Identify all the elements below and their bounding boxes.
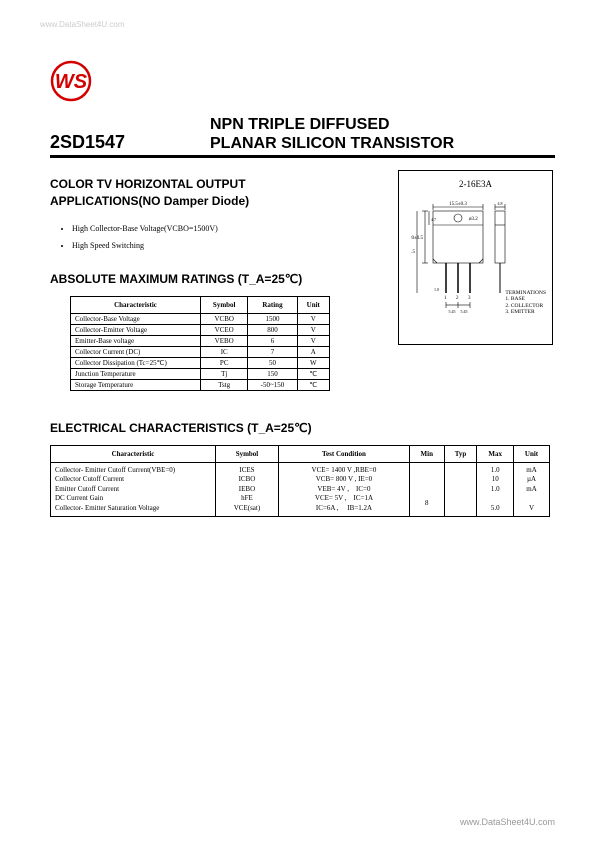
svg-text:1: 1 <box>444 296 447 301</box>
table-cell: ICES ICBO IEBO hFE VCE(sat) <box>216 462 279 516</box>
package-outline: 2-16E3A 15.5±0.3 ø3.2 20±0.5 <box>398 170 553 345</box>
title-line2: PLANAR SILICON TRANSISTOR <box>210 134 555 153</box>
table-cell: Collector-Base Voltage <box>71 313 201 324</box>
table-cell: V <box>297 335 329 346</box>
col-characteristic: Characteristic <box>51 445 216 462</box>
table-cell: 7 <box>248 346 297 357</box>
table-cell: Collector- Emitter Cutoff Current(VBE=0)… <box>51 462 216 516</box>
watermark-bottom: www.DataSheet4U.com <box>460 817 555 827</box>
table-cell: Emitter-Base voltage <box>71 335 201 346</box>
table-cell: Tstg <box>201 379 248 390</box>
electrical-table: Characteristic Symbol Test Condition Min… <box>50 445 550 517</box>
part-number: 2SD1547 <box>50 132 170 153</box>
table-cell: 8 <box>409 462 444 516</box>
table-cell: VEBO <box>201 335 248 346</box>
table-cell: 1500 <box>248 313 297 324</box>
feature-list: High Collector-Base Voltage(VCBO=1500V) … <box>50 224 370 250</box>
svg-text:WS: WS <box>55 71 88 93</box>
ratings-table: Characteristic Symbol Rating Unit Collec… <box>70 296 330 391</box>
table-row: Emitter-Base voltageVEBO6V <box>71 335 330 346</box>
svg-text:15.5±0.3: 15.5±0.3 <box>449 202 467 207</box>
col-symbol: Symbol <box>201 296 248 313</box>
svg-text:2: 2 <box>456 296 459 301</box>
table-cell: 50 <box>248 357 297 368</box>
table-cell: Junction Temperature <box>71 368 201 379</box>
svg-text:5.45: 5.45 <box>448 309 455 314</box>
svg-text:4.8: 4.8 <box>497 201 502 206</box>
col-typ: Typ <box>444 445 477 462</box>
app-heading-line2: APPLICATIONS(NO Damper Diode) <box>50 193 370 210</box>
table-cell: Collector Current (DC) <box>71 346 201 357</box>
svg-text:3: 3 <box>468 296 471 301</box>
col-min: Min <box>409 445 444 462</box>
table-cell: V <box>297 324 329 335</box>
table-cell: W <box>297 357 329 368</box>
feature-item: High Collector-Base Voltage(VCBO=1500V) <box>72 224 370 233</box>
table-row: Collector Current (DC)IC7A <box>71 346 330 357</box>
table-cell: VCEO <box>201 324 248 335</box>
col-max: Max <box>477 445 514 462</box>
col-condition: Test Condition <box>278 445 409 462</box>
table-cell: Collector Dissipation (Tc=25℃) <box>71 357 201 368</box>
terminations-list: TERMINATIONS 1. BASE 2. COLLECTOR 3. EMI… <box>505 290 546 316</box>
table-cell: A <box>297 346 329 357</box>
table-cell: VCE= 1400 V ,RBE=0 VCB= 800 V , IE=0 VEB… <box>278 462 409 516</box>
table-cell <box>444 462 477 516</box>
table-cell: PC <box>201 357 248 368</box>
table-row: Storage TemperatureTstg-50~150℃ <box>71 379 330 390</box>
application-heading: COLOR TV HORIZONTAL OUTPUT APPLICATIONS(… <box>50 176 370 210</box>
table-cell: Tj <box>201 368 248 379</box>
term-item: 3. EMITTER <box>505 309 546 316</box>
term-heading: TERMINATIONS <box>505 290 546 297</box>
svg-text:ø3.2: ø3.2 <box>469 217 478 222</box>
app-heading-line1: COLOR TV HORIZONTAL OUTPUT <box>50 176 370 193</box>
table-row: Collector-Emitter VoltageVCEO800V <box>71 324 330 335</box>
table-cell: IC <box>201 346 248 357</box>
ws-logo: WS <box>50 60 92 102</box>
table-cell: Storage Temperature <box>71 379 201 390</box>
col-unit: Unit <box>297 296 329 313</box>
svg-text:4.7: 4.7 <box>431 217 436 222</box>
feature-item: High Speed Switching <box>72 241 370 250</box>
table-cell: Collector-Emitter Voltage <box>71 324 201 335</box>
col-symbol: Symbol <box>216 445 279 462</box>
title-block: NPN TRIPLE DIFFUSED PLANAR SILICON TRANS… <box>170 115 555 153</box>
table-row: Junction TemperatureTj150℃ <box>71 368 330 379</box>
ratings-heading: ABSOLUTE MAXIMUM RATINGS (T_A=25℃) <box>50 272 370 286</box>
table-cell: 800 <box>248 324 297 335</box>
title-line1: NPN TRIPLE DIFFUSED <box>210 115 555 134</box>
svg-text:1.0: 1.0 <box>434 287 439 292</box>
table-cell: 1.0 10 1.0 5.0 <box>477 462 514 516</box>
term-item: 2. COLLECTOR <box>505 303 546 310</box>
col-unit: Unit <box>514 445 550 462</box>
term-item: 1. BASE <box>505 296 546 303</box>
svg-text:18.5: 18.5 <box>411 250 416 255</box>
table-cell: 6 <box>248 335 297 346</box>
table-cell: mA µA mA V <box>514 462 550 516</box>
col-rating: Rating <box>248 296 297 313</box>
col-characteristic: Characteristic <box>71 296 201 313</box>
header-row: 2SD1547 NPN TRIPLE DIFFUSED PLANAR SILIC… <box>50 115 555 158</box>
table-cell: -50~150 <box>248 379 297 390</box>
table-cell: 150 <box>248 368 297 379</box>
table-cell: ℃ <box>297 379 329 390</box>
table-cell: ℃ <box>297 368 329 379</box>
svg-text:5.45: 5.45 <box>460 309 467 314</box>
table-row: Collector Dissipation (Tc=25℃)PC50W <box>71 357 330 368</box>
table-row: Collector- Emitter Cutoff Current(VBE=0)… <box>51 462 550 516</box>
package-title: 2-16E3A <box>403 179 548 189</box>
table-cell: V <box>297 313 329 324</box>
table-cell: VCBO <box>201 313 248 324</box>
table-row: Collector-Base VoltageVCBO1500V <box>71 313 330 324</box>
elec-heading: ELECTRICAL CHARACTERISTICS (T_A=25℃) <box>50 421 555 435</box>
